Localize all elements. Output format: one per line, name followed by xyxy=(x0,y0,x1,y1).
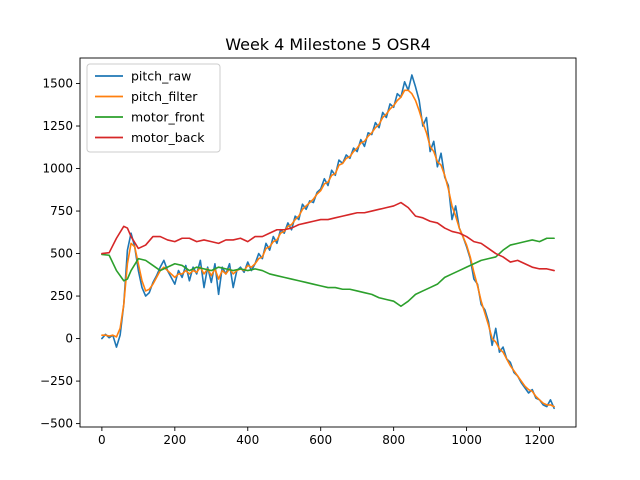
x-tick-label: 400 xyxy=(236,433,259,447)
chart-title: Week 4 Milestone 5 OSR4 xyxy=(225,35,431,54)
x-tick-label: 600 xyxy=(309,433,332,447)
plot-area xyxy=(101,74,555,410)
y-tick-label: −500 xyxy=(40,417,73,431)
legend-label-pitch-raw: pitch_raw xyxy=(131,69,191,84)
series-line-pitch-filter xyxy=(101,89,555,408)
x-tick-label: 0 xyxy=(98,433,106,447)
y-tick-label: 1000 xyxy=(42,162,73,176)
legend: pitch_raw pitch_filter motor_front motor_ba… xyxy=(86,63,221,153)
x-tick-label: 800 xyxy=(382,433,405,447)
legend-box xyxy=(86,63,221,153)
series-line-motor-front xyxy=(101,237,555,308)
y-tick-label: 750 xyxy=(50,204,73,218)
x-tick-label: 1000 xyxy=(451,433,482,447)
axes: 0 200 400 600 800 1000 1200 −500 −250 0 250 500 750 1… xyxy=(40,57,577,447)
y-tick-label: 0 xyxy=(65,332,73,346)
x-tick-label: 1200 xyxy=(524,433,555,447)
y-tick-label: 250 xyxy=(50,289,73,303)
legend-label-motor-front: motor_front xyxy=(131,110,205,125)
y-tick-label: −250 xyxy=(40,374,73,388)
x-tick-label: 200 xyxy=(163,433,186,447)
y-tick-label: 1250 xyxy=(42,119,73,133)
axes-frame xyxy=(79,57,577,428)
legend-label-motor-back: motor_back xyxy=(131,130,205,145)
series-line-motor-back xyxy=(101,201,555,272)
legend-label-pitch-filter: pitch_filter xyxy=(131,89,198,104)
y-tick-label: 1500 xyxy=(42,77,73,91)
y-tick-label: 500 xyxy=(50,247,73,261)
